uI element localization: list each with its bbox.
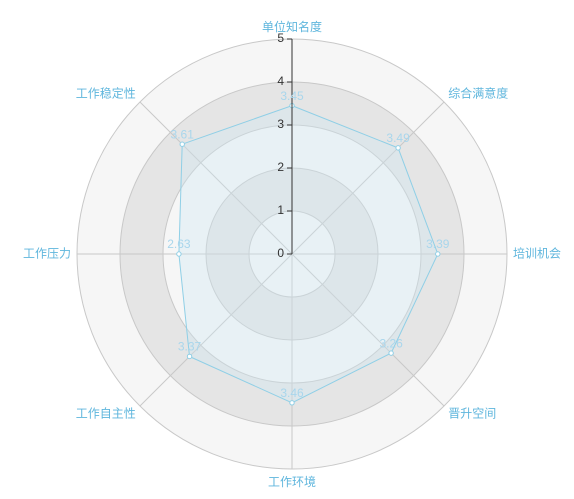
data-label: 3.45: [280, 89, 304, 103]
radar-spoke: [291, 253, 445, 407]
data-label: 3.39: [426, 237, 450, 251]
radial-tick-label: 4: [277, 74, 284, 88]
radial-axis: 0 1 2 3 4 5: [277, 31, 293, 260]
category-label: 工作自主性: [76, 407, 136, 421]
radial-tick-label: 1: [277, 203, 284, 217]
radar-spokes: [77, 39, 507, 469]
category-label: 工作稳定性: [76, 85, 136, 100]
radial-tick-label: 5: [277, 31, 284, 45]
radar-spoke: [291, 101, 445, 255]
data-labels: 3.45 3.49 3.39 3.26 3.46 3.37 2.63 3.61: [167, 89, 450, 400]
radar-spoke: [139, 253, 293, 407]
category-label: 培训机会: [513, 246, 561, 261]
category-label: 晋升空间: [448, 407, 496, 421]
category-label: 工作压力: [23, 247, 71, 261]
data-label: 2.63: [167, 237, 191, 251]
data-point[interactable]: [186, 353, 193, 360]
radial-tick-label: 0: [277, 246, 284, 260]
radar-series: [176, 102, 441, 406]
data-point[interactable]: [176, 251, 182, 257]
data-point[interactable]: [395, 145, 401, 151]
radial-tick-label: 2: [277, 160, 284, 174]
data-point[interactable]: [289, 400, 295, 406]
data-point[interactable]: [179, 141, 185, 147]
radial-tick-label: 3: [277, 117, 284, 131]
data-label: 3.61: [171, 127, 195, 141]
data-label: 3.49: [386, 131, 410, 145]
category-label: 单位知名度: [262, 19, 322, 34]
data-label: 3.46: [280, 386, 304, 400]
data-label: 3.26: [379, 336, 403, 350]
category-label: 工作环境: [268, 474, 316, 489]
category-label: 综合满意度: [448, 85, 508, 100]
data-label: 3.37: [178, 340, 202, 354]
data-point[interactable]: [435, 251, 441, 257]
radar-spoke: [139, 101, 293, 255]
data-point[interactable]: [388, 350, 394, 356]
